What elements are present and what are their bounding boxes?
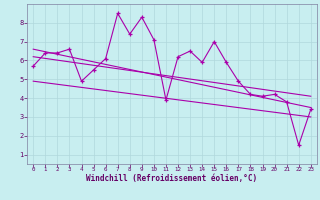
X-axis label: Windchill (Refroidissement éolien,°C): Windchill (Refroidissement éolien,°C): [86, 174, 258, 183]
